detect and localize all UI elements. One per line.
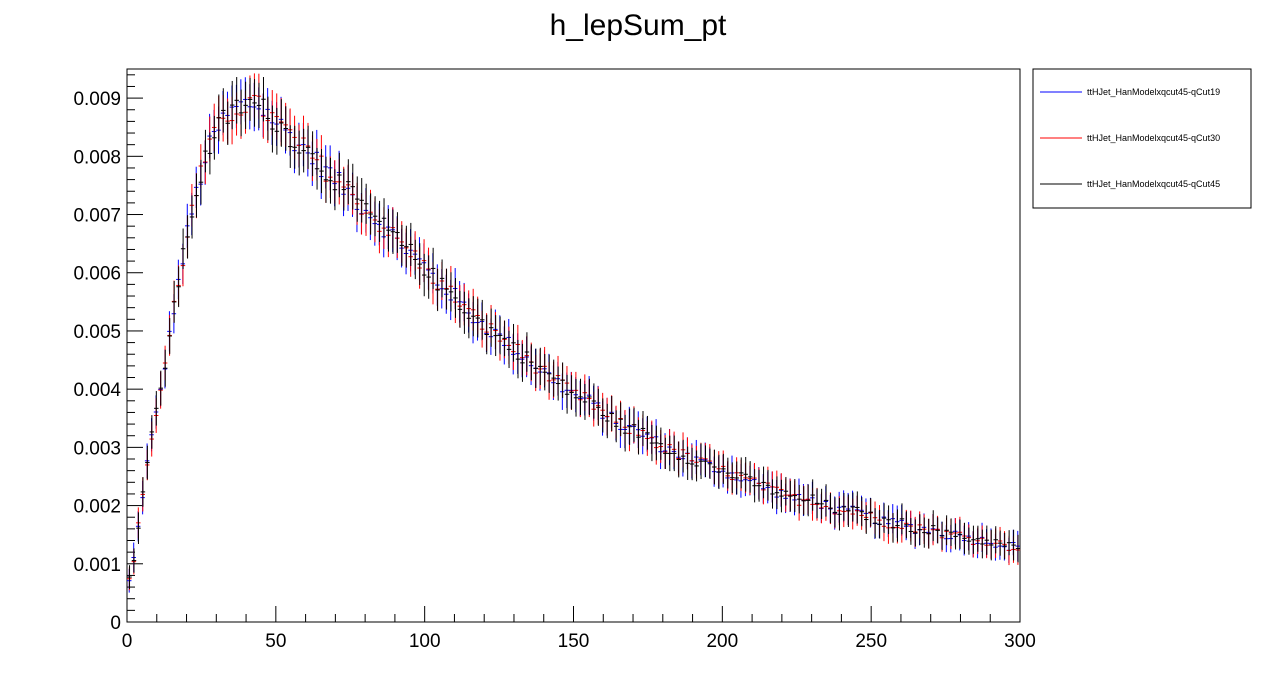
x-tick-label: 300 <box>1004 631 1036 652</box>
data-points <box>127 73 1021 593</box>
series-0 <box>127 77 1020 593</box>
y-tick-label: 0.008 <box>73 147 121 168</box>
x-tick-label: 100 <box>409 631 441 652</box>
x-tick-label: 200 <box>706 631 738 652</box>
series-1 <box>127 73 1021 591</box>
y-tick-label: 0.006 <box>73 264 121 285</box>
y-tick-label: 0.007 <box>73 206 121 227</box>
x-tick-label: 50 <box>265 631 286 652</box>
y-tick-label: 0.002 <box>73 497 121 518</box>
axes: 0 50 100 150 200 250 300 0 0.001 0.002 0.003 0.004 0… <box>73 74 1036 652</box>
y-tick-label: 0.009 <box>73 89 121 110</box>
y-tick-label: 0.001 <box>73 555 121 576</box>
x-tick-label: 250 <box>855 631 887 652</box>
y-tick-label: 0.004 <box>73 380 121 401</box>
legend-label: ttHJet_HanModelxqcut45-qCut30 <box>1087 133 1220 143</box>
x-tick-label: 0 <box>122 631 133 652</box>
x-tick-label: 150 <box>558 631 590 652</box>
y-tick-label: 0.003 <box>73 438 121 459</box>
legend: ttHJet_HanModelxqcut45-qCut19 ttHJet_HanM… <box>1032 68 1252 209</box>
legend-label: ttHJet_HanModelxqcut45-qCut45 <box>1087 179 1220 189</box>
y-tick-label: 0 <box>110 613 121 634</box>
legend-label: ttHJet_HanModelxqcut45-qCut19 <box>1087 87 1220 97</box>
series-2 <box>127 77 1021 589</box>
chart-title: h_lepSum_pt <box>550 9 727 42</box>
y-tick-label: 0.005 <box>73 322 121 343</box>
plot-frame <box>126 68 1021 623</box>
